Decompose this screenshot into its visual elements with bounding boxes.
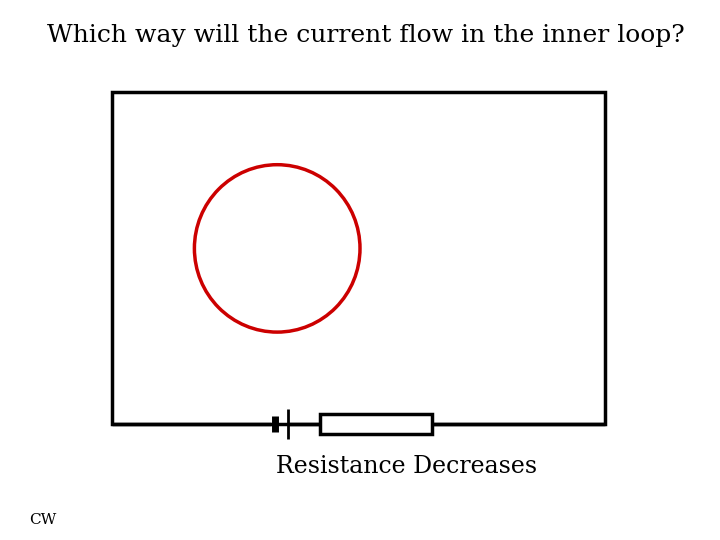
Bar: [112, 92, 605, 424]
Text: Which way will the current flow in the inner loop?: Which way will the current flow in the i…: [47, 24, 685, 48]
Text: Resistance Decreases: Resistance Decreases: [276, 455, 537, 478]
Text: CW: CW: [29, 512, 56, 526]
Bar: [320, 414, 432, 434]
